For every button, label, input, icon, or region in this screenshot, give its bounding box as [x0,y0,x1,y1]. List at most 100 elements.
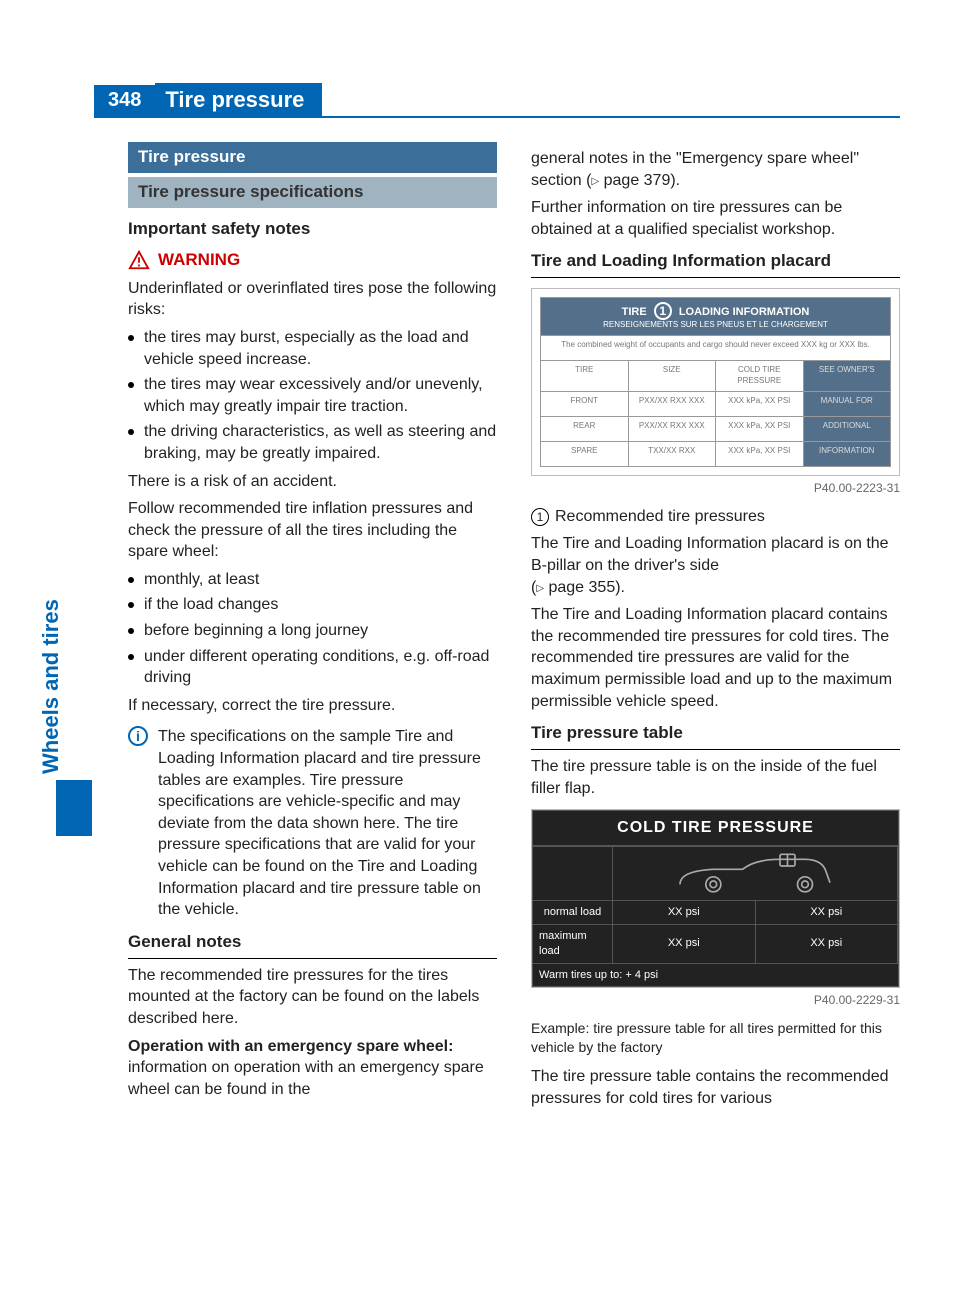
cold-cell: XX psi [613,924,756,963]
side-tab-block [56,780,92,836]
car-icon [619,851,891,896]
placard-cell: XXX kPa, XX PSI [716,417,804,441]
callout-1-ref-icon: 1 [531,508,549,526]
side-tab-label: Wheels and tires [38,599,64,774]
cold-cell: normal load [533,900,613,924]
placard-loc-text: The Tire and Loading Information placard… [531,535,889,574]
triangle-icon: ▷ [536,583,544,594]
placard-cell: REAR [541,417,629,441]
warning-intro: Underinflated or overinflated tires pose… [128,278,497,321]
placard-cell: SIZE [629,361,717,391]
cold-grid: normal load XX psi XX psi maximum load X… [533,846,898,963]
general-text: The recommended tire pressures for the t… [128,965,497,1030]
check-item: before beginning a long journey [128,620,497,642]
cold-blank [533,846,613,900]
warning-list: the tires may burst, especially as the l… [128,327,497,465]
warning-item: the tires may wear excessively and/or un… [128,374,497,417]
page-title: Tire pressure [155,83,322,117]
cold-title: COLD TIRE PRESSURE [533,811,898,846]
warning-row: WARNING [128,249,497,272]
placard-cell: INFORMATION [804,442,891,466]
left-column: Tire pressure Tire pressure specificatio… [128,142,497,1254]
cold-figure: COLD TIRE PRESSURE [531,809,900,988]
placard-cell: SPARE [541,442,629,466]
placard-title-left: TIRE [622,306,647,318]
operation-bold: Operation with an emergency spare wheel: [128,1038,453,1055]
placard-header: TIRE 1 LOADING INFORMATION RENSEIGNEMENT… [541,298,890,335]
placard-row: TIRE SIZE COLD TIRE PRESSURE SEE OWNER'S [541,360,890,391]
placard-cell: SEE OWNER'S [804,361,891,391]
placard-cell: XXX kPa, XX PSI [716,442,804,466]
operation-text: Operation with an emergency spare wheel:… [128,1036,497,1101]
cold-pressure-box: COLD TIRE PRESSURE [532,810,899,987]
callout-1-text: Recommended tire pressures [555,508,765,525]
placard-cell: COLD TIRE PRESSURE [716,361,804,391]
placard-row: SPARE TXX/XX RXX XXX kPa, XX PSI INFORMA… [541,441,890,466]
cold-cell: XX psi [756,900,899,924]
table-loc: The tire pressure table is on the inside… [531,756,900,799]
check-item: monthly, at least [128,569,497,591]
heading-placard: Tire and Loading Information placard [531,250,900,278]
info-body: The specifications on the sample Tire an… [158,726,497,920]
placard-cell: MANUAL FOR [804,392,891,416]
placard-row: REAR PXX/XX RXX XXX XXX kPa, XX PSI ADDI… [541,416,890,441]
cold-cell: XX psi [613,900,756,924]
placard-cell: PXX/XX RXX XXX [629,392,717,416]
side-tab: Wheels and tires [56,596,92,836]
cold-cell: XX psi [756,924,899,963]
placard: TIRE 1 LOADING INFORMATION RENSEIGNEMENT… [540,297,891,466]
operation-rest: information on operation with an emergen… [128,1059,484,1098]
right-column: general notes in the "Emergency spare wh… [531,142,900,1254]
section-bar-specs: Tire pressure specifications [128,177,497,208]
table-desc: The tire pressure table contains the rec… [531,1066,900,1109]
placard-seating-row: The combined weight of occupants and car… [541,335,890,360]
page-ref-379: ▷ page 379). [591,172,680,189]
content-columns: Tire pressure Tire pressure specificatio… [128,142,900,1254]
placard-row: FRONT PXX/XX RXX XXX XXX kPa, XX PSI MAN… [541,391,890,416]
placard-figure: TIRE 1 LOADING INFORMATION RENSEIGNEMENT… [531,288,900,475]
cont-emergency: general notes in the "Emergency spare wh… [531,148,900,191]
placard-loc-ref: page 355). [544,579,625,596]
section-bar-tire-pressure: Tire pressure [128,142,497,173]
cold-car-diagram [613,846,898,900]
follow-text: Follow recommended tire inflation pressu… [128,498,497,563]
info-note: i The specifications on the sample Tire … [128,726,497,920]
placard-title-right: LOADING INFORMATION [679,306,810,318]
cont1b: page 379). [599,172,680,189]
heading-safety-notes: Important safety notes [128,218,497,241]
placard-cell: PXX/XX RXX XXX [629,417,717,441]
placard-cell: XXX kPa, XX PSI [716,392,804,416]
placard-cell: TIRE [541,361,629,391]
callout-line: 1 Recommended tire pressures [531,506,900,528]
header-rule [94,116,900,118]
check-item: under different operating conditions, e.… [128,646,497,689]
callout-1-icon: 1 [654,302,672,320]
page-number: 348 [94,85,155,116]
check-item: if the load changes [128,594,497,616]
placard-desc: The Tire and Loading Information placard… [531,604,900,712]
placard-cell: FRONT [541,392,629,416]
placard-cell: TXX/XX RXX [629,442,717,466]
header-bar: 348 Tire pressure [94,84,322,116]
placard-note: The combined weight of occupants and car… [541,336,890,360]
warning-item: the tires may burst, especially as the l… [128,327,497,370]
heading-pressure-table: Tire pressure table [531,722,900,750]
page-ref-355: (▷ page 355). [531,579,625,596]
correct-text: If necessary, correct the tire pressure. [128,695,497,717]
placard-code: P40.00-2223-31 [531,480,900,496]
cold-footer: Warm tires up to: + 4 psi [533,963,898,987]
heading-general-notes: General notes [128,931,497,959]
page: 348 Tire pressure Wheels and tires Tire … [0,0,954,1294]
cont-further: Further information on tire pressures ca… [531,197,900,240]
info-icon: i [128,726,148,746]
placard-loc: The Tire and Loading Information placard… [531,533,900,598]
cold-caption: Example: tire pressure table for all tir… [531,1019,900,1057]
warning-label: WARNING [158,249,240,272]
cold-code: P40.00-2229-31 [531,992,900,1008]
placard-cell: ADDITIONAL [804,417,891,441]
warning-item: the driving characteristics, as well as … [128,421,497,464]
risk-text: There is a risk of an accident. [128,471,497,493]
warning-icon [128,249,150,271]
cont1a: general notes in the "Emergency spare wh… [531,150,859,189]
placard-subtitle: RENSEIGNEMENTS SUR LES PNEUS ET LE CHARG… [543,320,888,331]
